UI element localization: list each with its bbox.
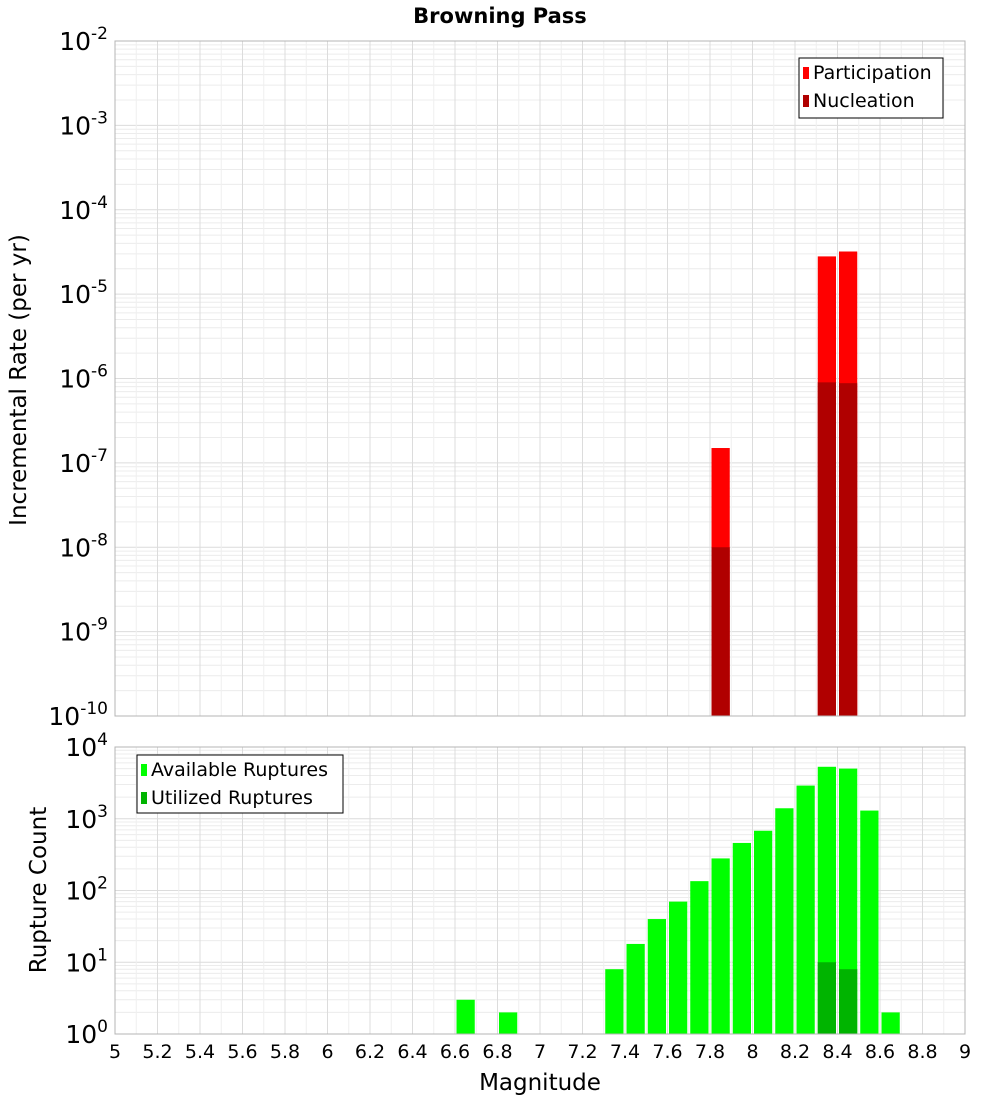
rate-y-tick-label: 10-8 xyxy=(59,530,108,562)
count-y-tick-label: 103 xyxy=(65,802,108,834)
x-tick-label: 8.4 xyxy=(822,1041,852,1063)
x-tick-label: 7.2 xyxy=(567,1041,597,1063)
rate-bar-secondary xyxy=(817,382,836,716)
x-tick-label: 7.4 xyxy=(610,1041,640,1063)
x-tick-label: 8.8 xyxy=(907,1041,937,1063)
count-bar-secondary xyxy=(839,969,858,1034)
count-bar-primary xyxy=(732,842,751,1034)
x-tick-label: 5 xyxy=(109,1041,121,1063)
rate-y-axis-label: Incremental Rate (per yr) xyxy=(6,234,32,526)
x-tick-label: 8.6 xyxy=(865,1041,895,1063)
x-tick-label: 7 xyxy=(534,1041,546,1063)
rate-y-tick-label: 10-2 xyxy=(59,24,108,56)
rate-y-tick-label: 10-10 xyxy=(48,699,108,731)
count-y-tick-label: 104 xyxy=(65,730,108,762)
rate-y-tick-label: 10-7 xyxy=(59,446,108,478)
x-tick-label: 5.2 xyxy=(142,1041,172,1063)
x-tick-label: 6 xyxy=(321,1041,333,1063)
count-bar-primary xyxy=(754,830,773,1034)
count-y-tick-label: 100 xyxy=(65,1017,108,1049)
x-tick-label: 5.6 xyxy=(227,1041,257,1063)
x-tick-label: 7.6 xyxy=(652,1041,682,1063)
rate-y-tick-label: 10-5 xyxy=(59,277,108,309)
count-bar-primary xyxy=(860,810,879,1034)
count-legend: Available Ruptures Utilized Ruptures xyxy=(136,754,344,814)
count-bar-primary xyxy=(690,881,709,1034)
x-tick-label: 5.4 xyxy=(185,1041,215,1063)
count-bar-primary xyxy=(796,785,815,1034)
count-legend-swatch xyxy=(141,792,147,804)
rupture-count-panel: 100 101 102 103 104 Available Ruptures Utilize… xyxy=(65,730,971,1063)
rupture-count-y-axis-label: Rupture Count xyxy=(26,807,52,973)
chart-title: Browning Pass xyxy=(413,4,587,28)
count-bar-primary xyxy=(626,943,645,1034)
count-legend-swatch xyxy=(141,764,147,776)
count-bar-primary xyxy=(499,1012,518,1034)
rate-panel: 10-10 10-9 10-8 10-7 10-6 10-5 10-4 10-3 10-2 Par… xyxy=(48,24,966,731)
x-tick-label: 8 xyxy=(746,1041,758,1063)
rate-legend-box xyxy=(798,57,944,119)
x-tick-label: 6.4 xyxy=(397,1041,427,1063)
count-legend-box xyxy=(136,754,344,814)
x-tick-label: 9 xyxy=(959,1041,971,1063)
rate-legend-label: Nucleation xyxy=(813,90,915,112)
rate-plot-frame xyxy=(114,40,966,717)
count-bar-primary xyxy=(669,901,688,1034)
rate-bar-secondary xyxy=(711,547,730,716)
count-bar-primary xyxy=(881,1012,900,1034)
count-bar-primary xyxy=(647,919,666,1034)
rate-y-tick-label: 10-4 xyxy=(59,193,108,225)
count-bar-primary xyxy=(839,768,858,1034)
count-y-tick-label: 101 xyxy=(65,945,108,977)
rate-legend-swatch xyxy=(803,67,809,79)
rate-y-tick-label: 10-6 xyxy=(59,362,108,394)
count-bar-primary xyxy=(456,999,475,1034)
x-tick-label: 6.8 xyxy=(482,1041,512,1063)
rate-y-tick-label: 10-9 xyxy=(59,615,108,647)
rate-bar-secondary xyxy=(839,383,858,716)
count-plot-frame xyxy=(114,746,966,1035)
count-bar-primary xyxy=(605,969,624,1034)
x-tick-label: 7.8 xyxy=(695,1041,725,1063)
x-tick-label: 8.2 xyxy=(780,1041,810,1063)
x-tick-label: 6.6 xyxy=(440,1041,470,1063)
count-legend-label: Utilized Ruptures xyxy=(151,787,313,809)
x-tick-label: 6.2 xyxy=(355,1041,385,1063)
rate-y-tick-label: 10-3 xyxy=(59,108,108,140)
rate-legend-label: Participation xyxy=(813,62,932,84)
magnitude-x-axis-label: Magnitude xyxy=(479,1070,601,1096)
rate-legend: Participation Nucleation xyxy=(798,57,944,119)
count-bar-primary xyxy=(775,808,794,1034)
count-y-tick-label: 102 xyxy=(65,874,108,906)
count-legend-label: Available Ruptures xyxy=(151,759,328,781)
count-bar-secondary xyxy=(817,962,836,1034)
count-bar-primary xyxy=(711,858,730,1034)
x-tick-label: 5.8 xyxy=(270,1041,300,1063)
rate-legend-swatch xyxy=(803,95,809,107)
